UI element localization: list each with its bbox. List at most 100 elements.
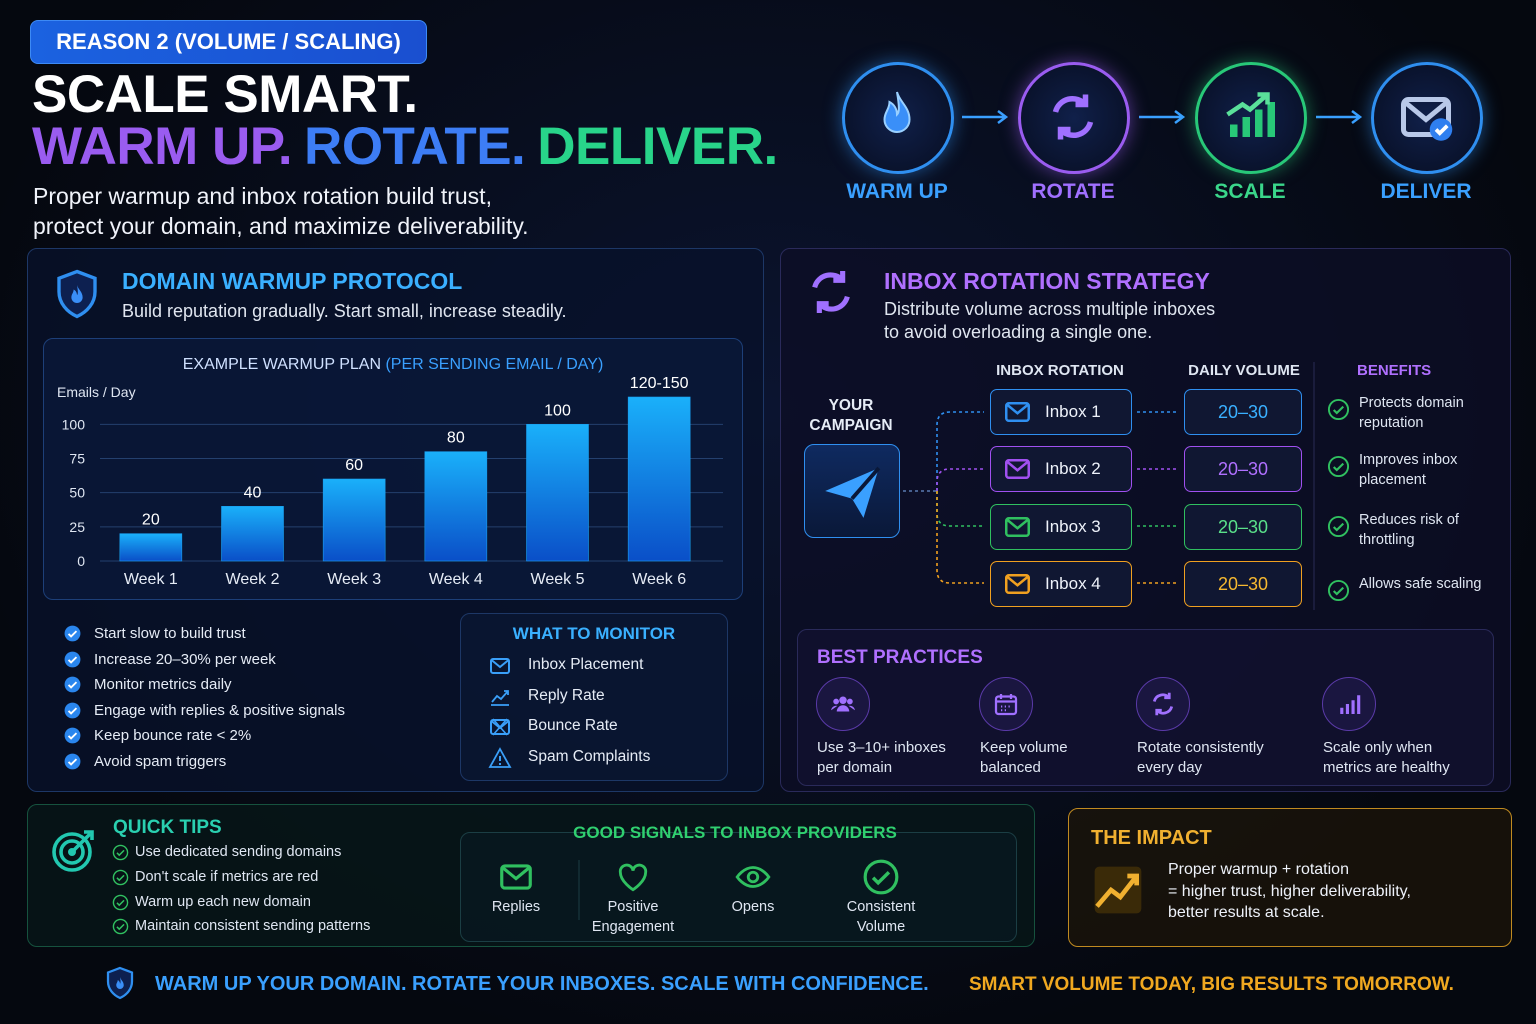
icon-part <box>1006 518 1029 530</box>
practice-circle <box>1136 677 1190 731</box>
step-icon <box>1396 87 1456 147</box>
tip-check <box>112 844 129 861</box>
tip-item: Warm up each new domain <box>135 893 311 910</box>
subtitle: Proper warmup and inbox rotation build t… <box>33 183 529 239</box>
icon-part <box>106 966 134 1000</box>
monitor-icon <box>487 654 513 678</box>
practice-item: Rotate consistently every day <box>1137 739 1264 776</box>
checklist-item: Keep bounce rate < 2% <box>94 727 252 745</box>
rotate-icon <box>803 264 859 320</box>
value-label: 120-150 <box>630 375 689 392</box>
signal-icon <box>733 858 773 896</box>
icon-part <box>816 271 846 313</box>
inbox-icon <box>1001 454 1034 484</box>
inbox-box <box>990 503 1132 550</box>
icon-part <box>57 269 97 319</box>
bar <box>221 506 284 562</box>
icon-part <box>490 658 510 674</box>
monitor-title: WHAT TO MONITOR <box>512 624 676 643</box>
step-arrow <box>1316 110 1363 124</box>
icon-part <box>1005 459 1030 480</box>
signal-icon <box>496 858 536 896</box>
icon-part <box>64 651 81 668</box>
title-word: ROTATE. <box>304 117 526 176</box>
impact-title: THE IMPACT <box>1091 827 1212 849</box>
signals-panel <box>460 832 1017 942</box>
icon-part <box>883 91 911 133</box>
warmup-chart: EXAMPLE WARMUP PLAN (PER SENDING EMAIL /… <box>57 356 723 588</box>
icon-part <box>490 658 510 674</box>
icon-part <box>64 651 81 668</box>
benefit-check <box>1327 515 1350 538</box>
icon-part <box>116 924 125 931</box>
bar <box>627 396 691 562</box>
step-arrow <box>1139 110 1186 124</box>
icon-part <box>1403 100 1449 123</box>
icon-part <box>994 695 1018 716</box>
practices-title: BEST PRACTICES <box>817 647 983 668</box>
value-label: 80 <box>447 430 465 447</box>
volume-box: 20–30 <box>1184 503 1302 550</box>
step-label: SCALE <box>1214 180 1286 203</box>
icon-part <box>112 919 129 935</box>
inbox-name: Inbox 4 <box>1045 573 1101 593</box>
icon-part <box>735 866 771 888</box>
chart-title-note: (PER SENDING EMAIL / DAY) <box>385 356 603 373</box>
icon-part <box>112 919 129 935</box>
practice-icon <box>828 689 858 719</box>
icon-part <box>863 859 899 895</box>
impact-panel <box>1068 808 1512 947</box>
source-box <box>804 444 900 538</box>
inbox-name: Inbox 2 <box>1045 459 1101 479</box>
icon-part <box>1332 586 1345 596</box>
icon-part <box>1094 866 1142 914</box>
icon-part <box>501 866 531 881</box>
monitor-icon <box>487 715 513 739</box>
monitor-item: Reply Rate <box>528 686 605 704</box>
icon-part <box>67 732 78 741</box>
inbox-box <box>990 446 1132 493</box>
inbox-name: Inbox 1 <box>1045 402 1101 421</box>
footer-left: WARM UP YOUR DOMAIN. ROTATE YOUR INBOXES… <box>155 973 929 995</box>
inbox-icon <box>1001 512 1034 542</box>
icon-part <box>1006 575 1029 587</box>
icon-part <box>994 694 1018 716</box>
icon-part <box>847 698 853 705</box>
icon-part <box>112 869 129 886</box>
icon-part <box>112 844 129 861</box>
signal-icon <box>613 858 653 896</box>
icon-part <box>1327 515 1350 538</box>
icon-part <box>500 864 532 890</box>
icon-part <box>1340 707 1344 714</box>
icon-part <box>64 702 81 719</box>
title-word: WARM UP. <box>32 117 293 176</box>
practice-circle <box>816 677 870 731</box>
send-icon <box>825 466 881 518</box>
icon-part <box>883 91 911 133</box>
icon-part <box>850 466 881 500</box>
icon-part <box>112 894 129 910</box>
practice-item: Keep volume balanced <box>980 739 1068 776</box>
volume-box: 20–30 <box>1184 446 1302 493</box>
icon-part <box>52 830 94 872</box>
inbox-box <box>990 560 1132 607</box>
checklist-item: Engage with replies & positive signals <box>94 701 345 719</box>
icon-part <box>492 718 508 736</box>
icon-part <box>64 727 81 744</box>
icon-part <box>490 718 510 736</box>
shield-icon <box>50 263 104 325</box>
tip-item: Don't scale if metrics are red <box>135 868 319 885</box>
icon-part <box>833 698 839 705</box>
step-arrow <box>962 110 1009 124</box>
icon-part <box>1434 124 1449 136</box>
icon-part <box>746 870 760 884</box>
target-icon <box>50 826 98 874</box>
icon-part <box>488 747 512 768</box>
signal-icon <box>861 858 901 896</box>
tip-item: Use dedicated sending domains <box>135 844 342 860</box>
bar <box>119 533 183 562</box>
section-subtitle: Distribute volume across multiple inboxe… <box>884 299 1216 342</box>
step-label: WARM UP <box>846 180 948 203</box>
icon-part <box>1332 462 1345 472</box>
